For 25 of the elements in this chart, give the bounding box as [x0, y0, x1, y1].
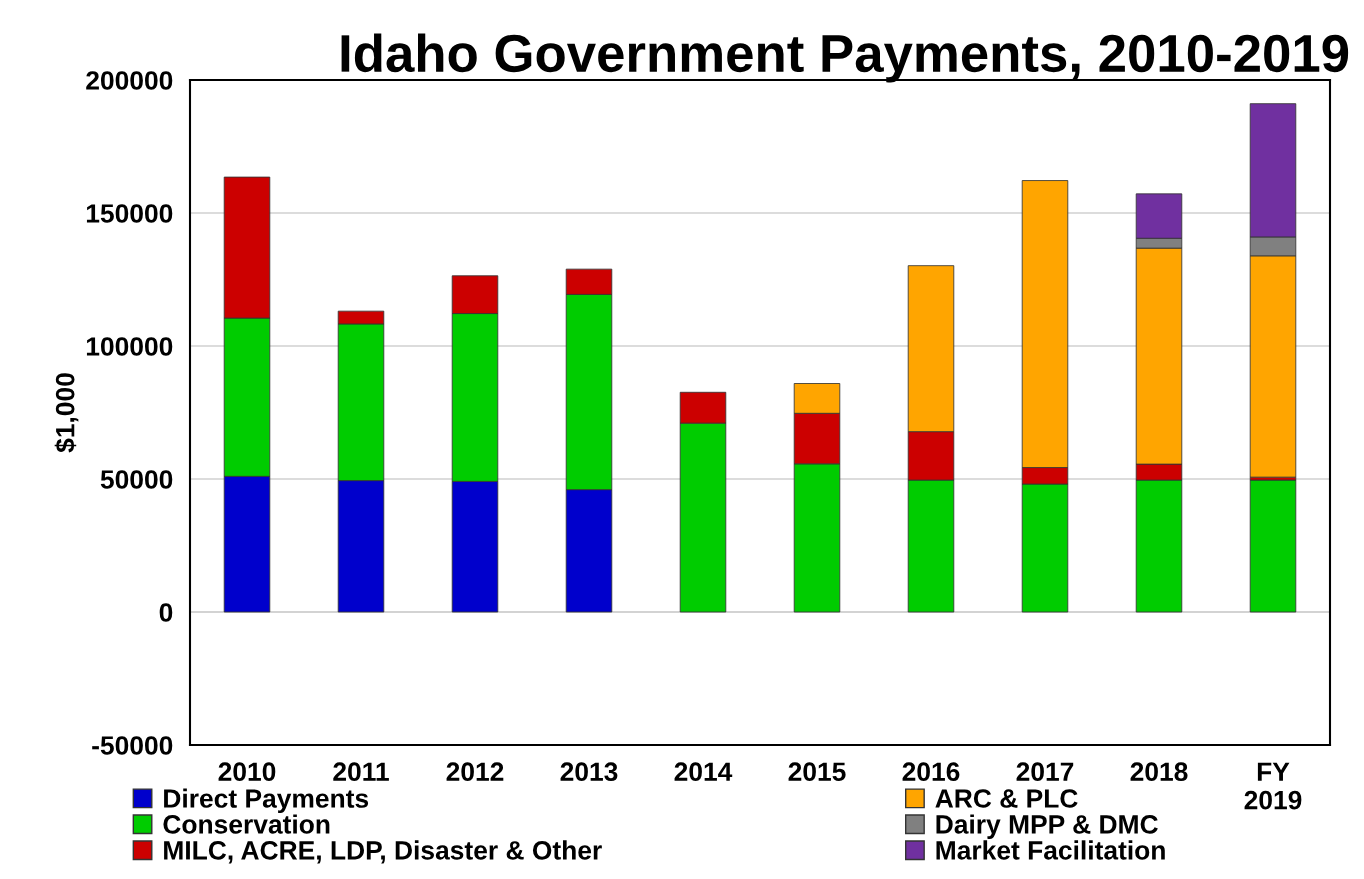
y-tick-label: -50000 [92, 736, 173, 755]
x-tick-label: 2016 [902, 762, 960, 782]
x-tick-label: 2015 [788, 762, 846, 782]
y-axis-title: $1,000 [54, 373, 79, 453]
chart-title: Idaho Government Payments, 2010-2019 [341, 33, 1349, 83]
y-tick-label: 150000 [86, 204, 173, 223]
x-tick-label: 2018 [1130, 762, 1188, 782]
x-tick-label: 2011 [333, 762, 389, 782]
x-tick-label: 2010 [218, 762, 276, 782]
legend-label: Conservation [163, 814, 330, 834]
x-tick-label: 2017 [1016, 762, 1074, 782]
legend-label: Market Facilitation [936, 840, 1165, 860]
legend-label: Direct Payments [164, 788, 369, 814]
y-tick-label: 0 [159, 603, 173, 622]
y-tick-label: 50000 [100, 470, 173, 489]
legend-label: ARC & PLC [935, 789, 1078, 808]
legend-label: Dairy MPP & DMC [936, 814, 1158, 839]
x-tick-label: 2013 [560, 762, 618, 782]
x-tick-label: FY 2019 [1244, 762, 1302, 810]
x-tick-label: 2012 [446, 762, 504, 782]
x-tick-label: 2014 [674, 762, 733, 782]
bar [1249, 479, 1297, 613]
legend-label: MILC, ACRE, LDP, Disaster & Other [164, 840, 602, 864]
y-tick-label: 100000 [86, 337, 173, 356]
y-tick-label: 200000 [86, 71, 173, 90]
